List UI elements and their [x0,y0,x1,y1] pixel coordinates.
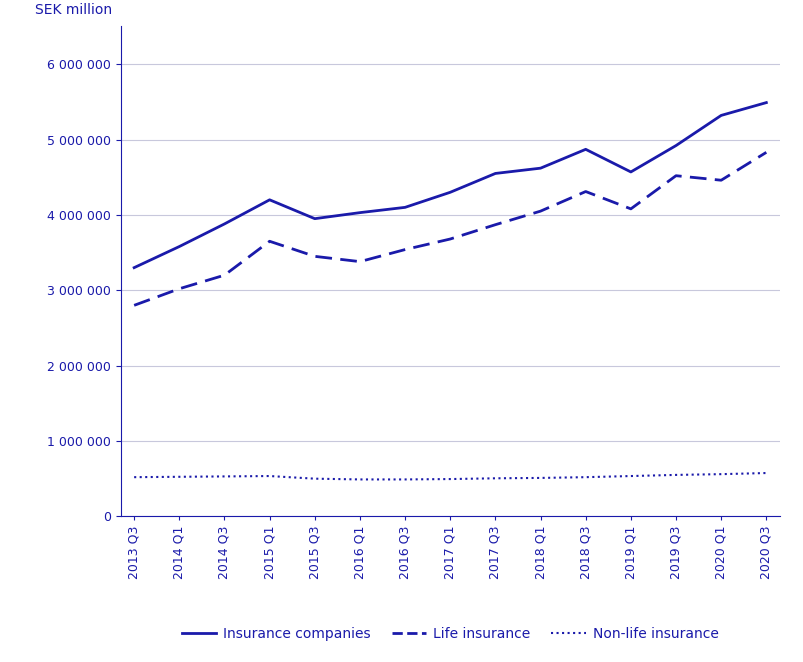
Non-life insurance [129,473,139,481]
Life insurance [400,246,410,254]
Life insurance [129,301,139,309]
Non-life insurance [174,473,184,481]
Insurance companies [490,169,499,177]
Insurance companies [535,164,544,172]
Non-life insurance [219,473,229,481]
Insurance companies [626,168,635,176]
Insurance companies [264,196,274,204]
Life insurance [445,235,454,243]
Insurance companies [445,188,454,196]
Life insurance [671,171,680,179]
Non-life insurance [580,473,589,481]
Insurance companies [715,111,725,119]
Non-life insurance [400,475,410,483]
Non-life insurance [490,475,499,483]
Line: Life insurance: Life insurance [134,152,765,305]
Non-life insurance [671,471,680,479]
Non-life insurance [445,475,454,483]
Life insurance [715,176,725,184]
Insurance companies [310,214,320,222]
Insurance companies [760,99,770,107]
Life insurance [264,237,274,245]
Non-life insurance [535,474,544,482]
Insurance companies [580,146,589,154]
Line: Insurance companies: Insurance companies [134,103,765,267]
Line: Non-life insurance: Non-life insurance [134,473,765,479]
Insurance companies [671,142,680,150]
Non-life insurance [264,472,274,480]
Y-axis label: SEK million: SEK million [35,3,112,17]
Non-life insurance [310,475,320,483]
Non-life insurance [626,472,635,480]
Life insurance [760,148,770,156]
Non-life insurance [715,470,725,478]
Non-life insurance [355,475,365,483]
Life insurance [535,207,544,215]
Life insurance [626,205,635,213]
Life insurance [355,258,365,265]
Insurance companies [174,242,184,250]
Life insurance [580,187,589,195]
Insurance companies [219,220,229,228]
Life insurance [219,271,229,279]
Insurance companies [355,209,365,216]
Non-life insurance [760,469,770,477]
Life insurance [174,285,184,293]
Life insurance [310,252,320,260]
Insurance companies [129,263,139,271]
Insurance companies [400,203,410,211]
Life insurance [490,220,499,228]
Legend: Insurance companies, Life insurance, Non-life insurance: Insurance companies, Life insurance, Non… [176,622,724,647]
